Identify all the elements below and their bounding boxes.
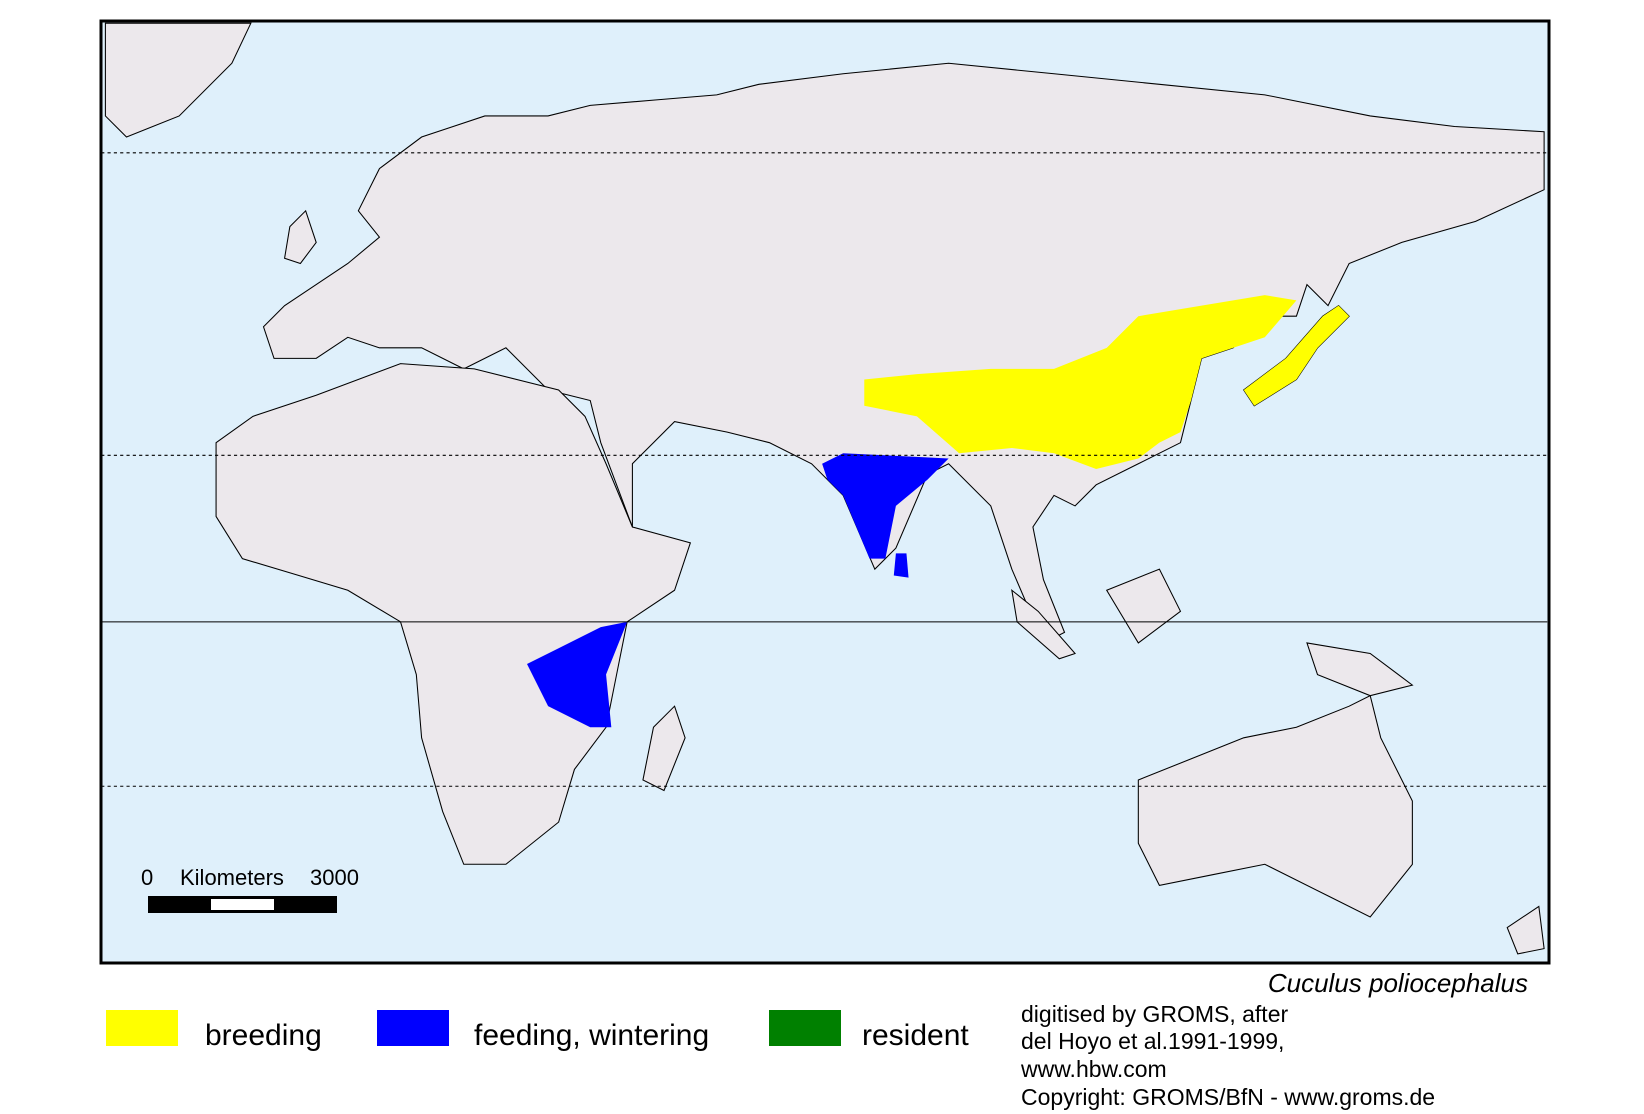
scale-start: 0: [141, 865, 153, 890]
scale-bar-segment: [211, 899, 274, 910]
legend: breeding feeding, wintering resident: [106, 1010, 969, 1052]
credit-line: www.hbw.com: [1020, 1056, 1167, 1082]
legend-swatch: [769, 1010, 841, 1046]
greenland: [104, 22, 252, 138]
credit-line: del Hoyo et al.1991-1999,: [1021, 1028, 1284, 1054]
madagascar: [642, 705, 686, 792]
wintering-range: [893, 553, 909, 578]
wintering-range: [527, 621, 628, 728]
new-guinea: [1306, 642, 1414, 697]
sumatra: [1011, 588, 1076, 660]
new-zealand: [1506, 905, 1545, 955]
scale-end: 3000: [310, 865, 359, 890]
credit-line: Copyright: GROMS/BfN - www.groms.de: [1021, 1084, 1435, 1110]
species-name: Cuculus poliocephalus: [1268, 968, 1528, 998]
credit-line: digitised by GROMS, after: [1021, 1001, 1288, 1027]
legend-label: breeding: [205, 1019, 322, 1052]
great-britain: [283, 209, 317, 265]
borneo: [1105, 568, 1182, 644]
wintering-range: [822, 453, 949, 559]
scale-unit: Kilometers: [180, 865, 284, 890]
ranges: [527, 295, 1350, 728]
legend-label: feeding, wintering: [474, 1019, 709, 1052]
map-layer: [101, 22, 1548, 955]
eurasia: [262, 62, 1545, 644]
legend-label: resident: [862, 1019, 969, 1052]
breeding-range: [864, 295, 1297, 470]
legend-swatch: [377, 1010, 449, 1046]
breeding-range: [1243, 305, 1350, 406]
australia: [1137, 694, 1413, 918]
scale-bar: 0 Kilometers 3000: [141, 865, 359, 913]
legend-swatch: [106, 1010, 178, 1046]
